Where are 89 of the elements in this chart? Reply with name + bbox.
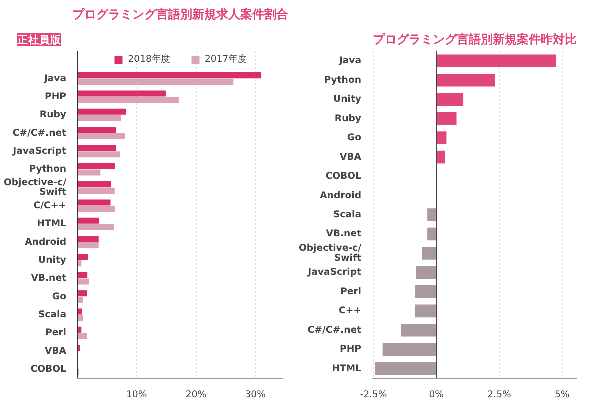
y-tick-label: Objective-c/Swift: [4, 177, 68, 198]
bar: [78, 272, 88, 278]
bar: [401, 324, 437, 337]
legend-label: 2018年度: [128, 53, 170, 66]
legend-label: 2017年度: [205, 53, 247, 66]
y-tick-label: C++: [339, 306, 362, 317]
y-tick-label: VBA: [44, 346, 68, 357]
x-tick-label: 10%: [126, 390, 148, 400]
bar: [78, 72, 262, 79]
y-tick-label: Objective-c/Swift: [298, 243, 362, 264]
x-tick-label: 20%: [186, 390, 207, 400]
bar: [416, 266, 437, 280]
bar: [415, 286, 437, 298]
bar: [78, 333, 87, 340]
bar: [78, 163, 116, 170]
y-tick-label: VB.net: [31, 273, 68, 284]
y-tick-label: Perl: [46, 328, 67, 339]
bar: [78, 182, 112, 188]
bar: [78, 278, 90, 285]
bar: [78, 90, 166, 97]
y-tick-label: JavaScript: [307, 267, 362, 278]
y-tick-label: C#/C#.net: [308, 324, 362, 336]
x-tick-label: 2.5%: [488, 390, 512, 400]
bar: [78, 290, 87, 297]
bar: [428, 208, 437, 222]
bar: [78, 218, 100, 224]
bar: [382, 343, 437, 356]
bar: [436, 132, 447, 144]
bar: [78, 133, 125, 140]
bar: [78, 145, 116, 152]
bar: [422, 247, 437, 260]
bar: [428, 228, 437, 241]
y-tick-label: Android: [320, 190, 362, 202]
x-tick-label: 30%: [245, 390, 266, 400]
y-tick-label: Python: [29, 164, 67, 176]
y-tick-label: Scala: [38, 309, 67, 320]
bar: [78, 200, 111, 206]
y-tick-label: HTML: [37, 218, 67, 230]
y-tick-label: Java: [338, 56, 362, 67]
y-tick-label: JavaScript: [12, 146, 68, 157]
bar: [436, 74, 495, 87]
y-tick-label: Android: [25, 236, 66, 248]
y-tick-label: PHP: [45, 91, 67, 102]
bar: [78, 108, 126, 115]
bar: [78, 188, 115, 194]
x-tick-label: 5%: [555, 390, 570, 400]
bar: [436, 112, 457, 126]
bar: [436, 93, 464, 106]
y-tick-label: VBA: [340, 152, 362, 163]
bar: [375, 362, 437, 376]
bar: [78, 115, 122, 122]
y-tick-label: Ruby: [40, 110, 67, 121]
bar: [78, 242, 99, 248]
bar: [78, 97, 180, 104]
bar: [78, 315, 84, 322]
bar: [78, 236, 99, 242]
y-tick-label: Unity: [334, 94, 362, 106]
bar: [78, 308, 82, 315]
chart-title: プログラミング言語別新規求人案件割合: [72, 8, 290, 22]
bar: [78, 254, 88, 260]
y-tick-label: Ruby: [334, 113, 362, 124]
bar: [78, 78, 234, 85]
chart-title: プログラミング言語別新規案件昨対比: [373, 32, 577, 46]
y-tick-label: VB.net: [326, 228, 362, 240]
y-tick-label: Perl: [340, 286, 362, 298]
y-tick-label: HTML: [332, 363, 362, 374]
y-tick-label: Go: [347, 132, 362, 144]
y-tick-label: Go: [52, 291, 67, 302]
bar: [78, 224, 114, 230]
bar: [436, 54, 556, 68]
bar: [415, 304, 437, 318]
y-tick-label: COBOL: [326, 171, 362, 182]
bar: [78, 206, 116, 212]
y-tick-label: C#/C#.net: [12, 128, 68, 139]
bar: [78, 127, 116, 134]
y-tick-label: Python: [324, 74, 362, 86]
x-tick-label: -2.5%: [360, 390, 388, 400]
bar: [436, 150, 446, 164]
y-tick-label: C/C++: [34, 200, 67, 212]
y-tick-label: COBOL: [30, 364, 67, 375]
y-tick-label: Java: [43, 73, 67, 84]
y-tick-label: Unity: [38, 254, 66, 266]
bar: [78, 296, 84, 303]
y-tick-label: PHP: [340, 344, 362, 356]
y-tick-label: Scala: [333, 210, 362, 220]
x-tick-label: 0%: [429, 390, 444, 400]
bar: [78, 170, 101, 176]
bar: [78, 152, 120, 158]
text: 正社員版: [16, 34, 62, 46]
